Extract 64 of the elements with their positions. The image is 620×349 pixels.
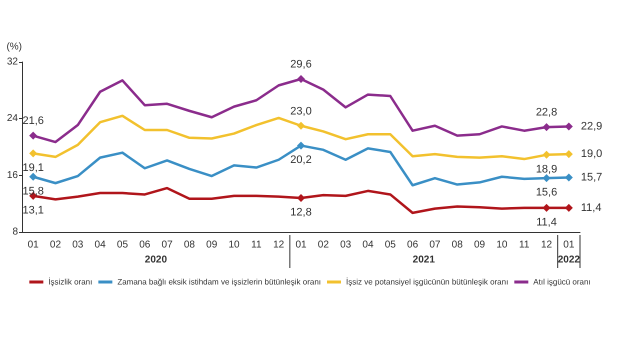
x-tick-label: 10 [496,240,508,250]
x-tick-label: 06 [139,240,151,250]
x-tick-label: 03 [72,240,84,250]
data-label: 11,4 [536,216,557,228]
data-label: 15,7 [580,171,602,184]
data-label: 23,0 [290,105,312,118]
x-tick-label: 01 [28,240,40,250]
data-label: 19,0 [580,148,602,160]
y-tick-label: 32 [6,56,18,68]
x-tick-label: 07 [162,240,174,250]
data-label: 22,8 [536,106,558,119]
x-tick-label: 07 [429,240,441,250]
point [297,122,305,130]
x-tick-label: 08 [452,240,464,250]
point [29,132,38,140]
x-tick-label: 12 [540,240,553,250]
legend-label: Atıl işgücü oranı [533,278,591,286]
data-label: 21,6 [22,115,44,128]
data-label: 15,8 [22,185,44,198]
x-tick-label: 01 [563,240,575,250]
x-tick-label: 09 [474,240,486,250]
x-tick-label: 02 [50,240,62,250]
point [297,142,305,150]
data-label: 29,6 [290,58,312,70]
data-label: 22,9 [580,120,602,132]
data-label: 12,8 [290,206,312,218]
x-tick-label: 05 [116,240,128,250]
x-tick-label: 10 [228,240,240,250]
point [542,150,551,159]
legend-label: Zamana bağlı eksik istihdam ve işsizlerin bütünleşik oranı [117,278,321,286]
x-tick-label: 01 [295,240,307,250]
data-label: 13,1 [22,204,44,216]
x-tick-label: 04 [362,240,374,250]
point [297,194,305,202]
data-label: 19,1 [22,162,44,174]
x-tick-label: 09 [206,240,218,250]
data-label: 11,4 [580,202,602,214]
data-label: 15,6 [536,186,558,199]
y-tick-label: 16 [6,170,18,181]
point [564,173,573,182]
x-tick-label: 03 [340,240,352,250]
x-tick-label: 11 [519,240,530,250]
point [564,204,573,212]
x-tick-label: 12 [273,240,285,250]
y-tick-label: 8 [12,226,18,238]
text: 2021 [412,254,436,266]
data-label: 20,2 [290,154,312,166]
x-tick-label: 06 [407,240,419,250]
x-tick-label: 02 [318,240,330,250]
x-tick-label: 05 [384,240,396,250]
data-label: 18,9 [536,163,558,176]
y-axis-title: (%) [6,42,22,52]
point [29,149,38,158]
point [297,75,305,83]
point [29,172,38,181]
legend-label: İşsiz ve potansiyel işgücünün bütünleşik oranı [346,278,508,286]
x-tick-label: 11 [251,240,262,250]
y-tick-label: 24 [6,113,18,124]
x-tick-label: 08 [184,240,196,250]
text: 2020 [144,254,168,266]
point [564,122,573,130]
text: 2022 [558,254,580,266]
x-tick-label: 04 [94,240,106,250]
legend-label: İşsizlik oranı [48,278,92,286]
